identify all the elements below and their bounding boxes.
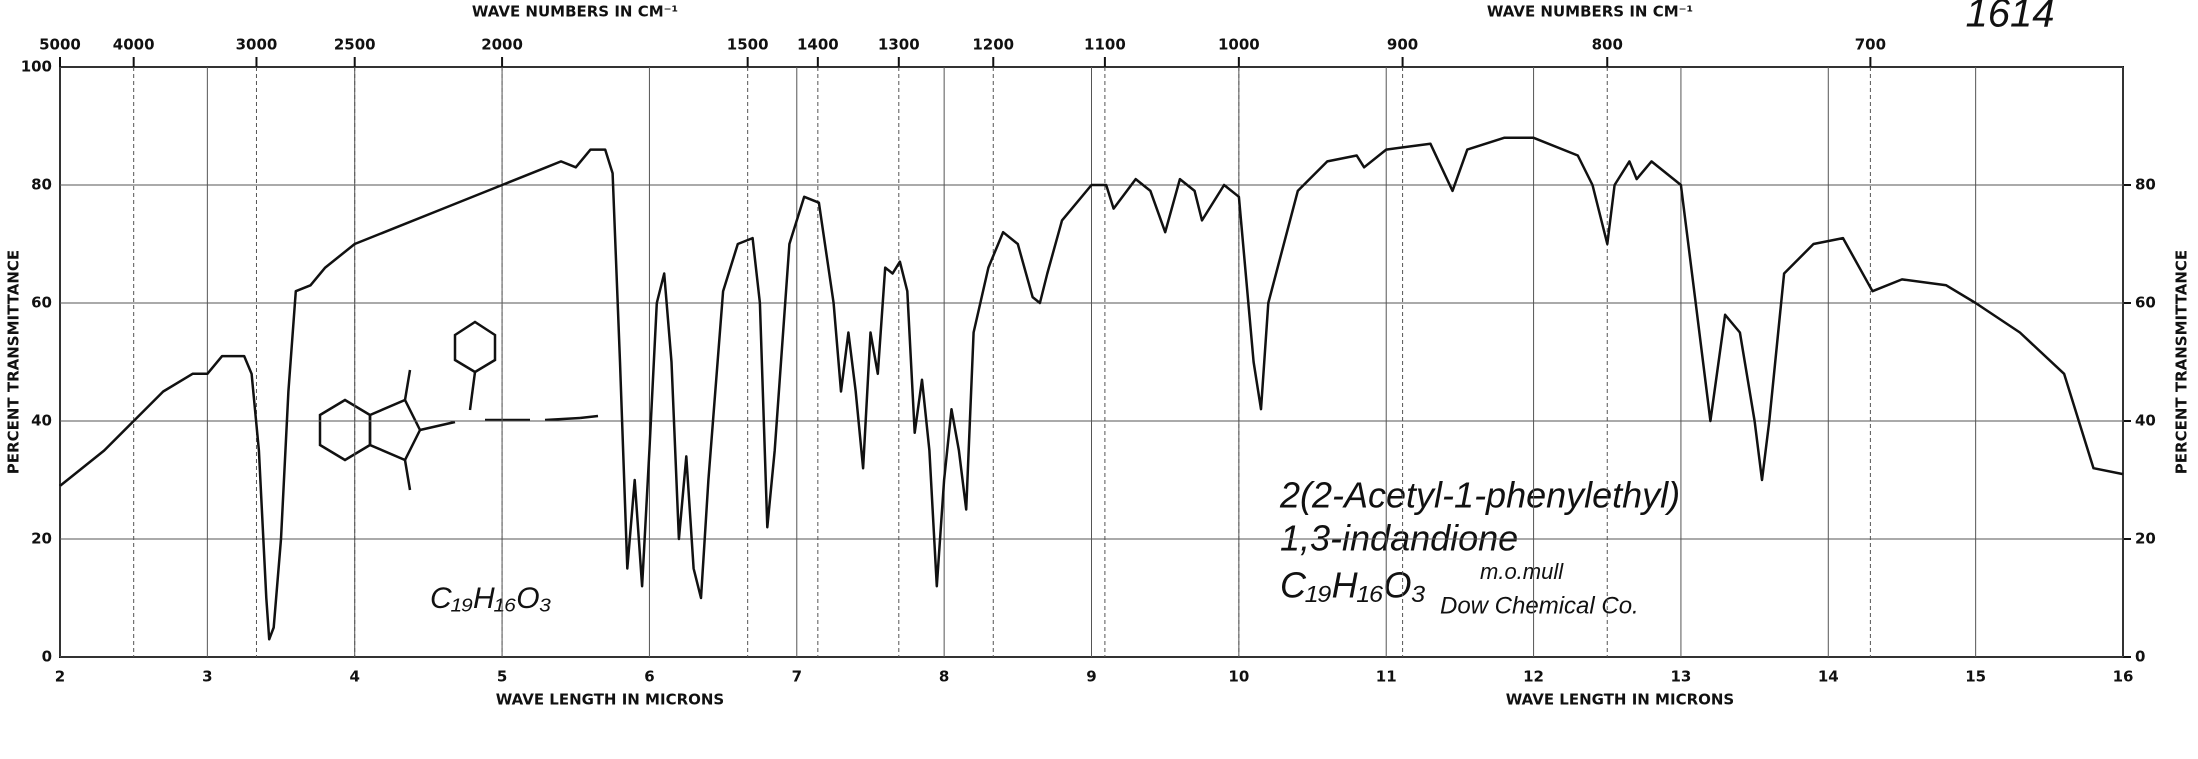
- y-axis-label: PERCENT TRANSMITTANCE: [5, 250, 23, 474]
- x2-tick-label: 2000: [481, 36, 523, 54]
- x2-axis-label: WAVE NUMBERS IN CM⁻¹: [472, 3, 678, 21]
- x-tick-label: 8: [939, 668, 949, 686]
- x-tick-label: 5: [497, 668, 507, 686]
- x-tick-label: 2: [55, 668, 65, 686]
- x2-tick-label: 4000: [113, 36, 155, 54]
- x-tick-label: 6: [644, 668, 654, 686]
- spectrum-line: [59, 136, 2124, 641]
- x2-tick-label: 2500: [334, 36, 376, 54]
- y-tick-label: 40: [31, 412, 52, 430]
- x2-tick-label: 1200: [972, 36, 1014, 54]
- annotation: 1,3-indandione: [1280, 518, 1518, 559]
- y-tick-label: 60: [31, 294, 52, 312]
- x2-tick-label: 900: [1387, 36, 1418, 54]
- x-tick-label: 11: [1376, 668, 1397, 686]
- x-tick-label: 4: [349, 668, 359, 686]
- y2-tick-label: 0: [2135, 648, 2145, 666]
- x2-tick-label: 5000: [39, 36, 81, 54]
- x2-tick-label: 800: [1592, 36, 1623, 54]
- annotation: 2(2-Acetyl-1-phenylethyl): [1279, 475, 1680, 516]
- x2-tick-label: 1100: [1084, 36, 1126, 54]
- annotation: Dow Chemical Co.: [1440, 592, 1639, 619]
- annotation: C₁₉H₁₆O₃: [1280, 565, 1426, 606]
- x-tick-label: 14: [1818, 668, 1839, 686]
- x-tick-label: 7: [792, 668, 802, 686]
- sketch-formula: C₁₉H₁₆O₃: [430, 582, 552, 615]
- x2-tick-label: 1500: [727, 36, 769, 54]
- y-tick-label: 100: [21, 58, 52, 76]
- x2-tick-label: 1000: [1218, 36, 1260, 54]
- x2-axis-label: WAVE NUMBERS IN CM⁻¹: [1487, 3, 1693, 21]
- y-tick-label: 80: [31, 176, 52, 194]
- structure-sketch: [318, 320, 599, 491]
- y2-tick-label: 60: [2135, 294, 2156, 312]
- y2-tick-label: 40: [2135, 412, 2156, 430]
- x-tick-label: 16: [2113, 668, 2134, 686]
- annotation: m.o.mull: [1480, 559, 1564, 584]
- x-axis-label: WAVE LENGTH IN MICRONS: [1506, 691, 1735, 709]
- x-tick-label: 12: [1523, 668, 1544, 686]
- y-tick-label: 20: [31, 530, 52, 548]
- x-axis-label: WAVE LENGTH IN MICRONS: [496, 691, 725, 709]
- y2-tick-label: 80: [2135, 176, 2156, 194]
- x2-tick-label: 1400: [797, 36, 839, 54]
- catalog-number: 1614: [1966, 0, 2055, 36]
- x2-tick-label: 1300: [878, 36, 920, 54]
- x-tick-label: 15: [1965, 668, 1986, 686]
- y2-tick-label: 20: [2135, 530, 2156, 548]
- x-tick-label: 13: [1670, 668, 1691, 686]
- x2-tick-label: 700: [1855, 36, 1886, 54]
- x-tick-label: 9: [1086, 668, 1096, 686]
- x-tick-label: 3: [202, 668, 212, 686]
- x2-tick-label: 3000: [236, 36, 278, 54]
- y-tick-label: 0: [42, 648, 52, 666]
- y2-axis-label: PERCENT TRANSMITTANCE: [2173, 250, 2191, 474]
- x-tick-label: 10: [1228, 668, 1249, 686]
